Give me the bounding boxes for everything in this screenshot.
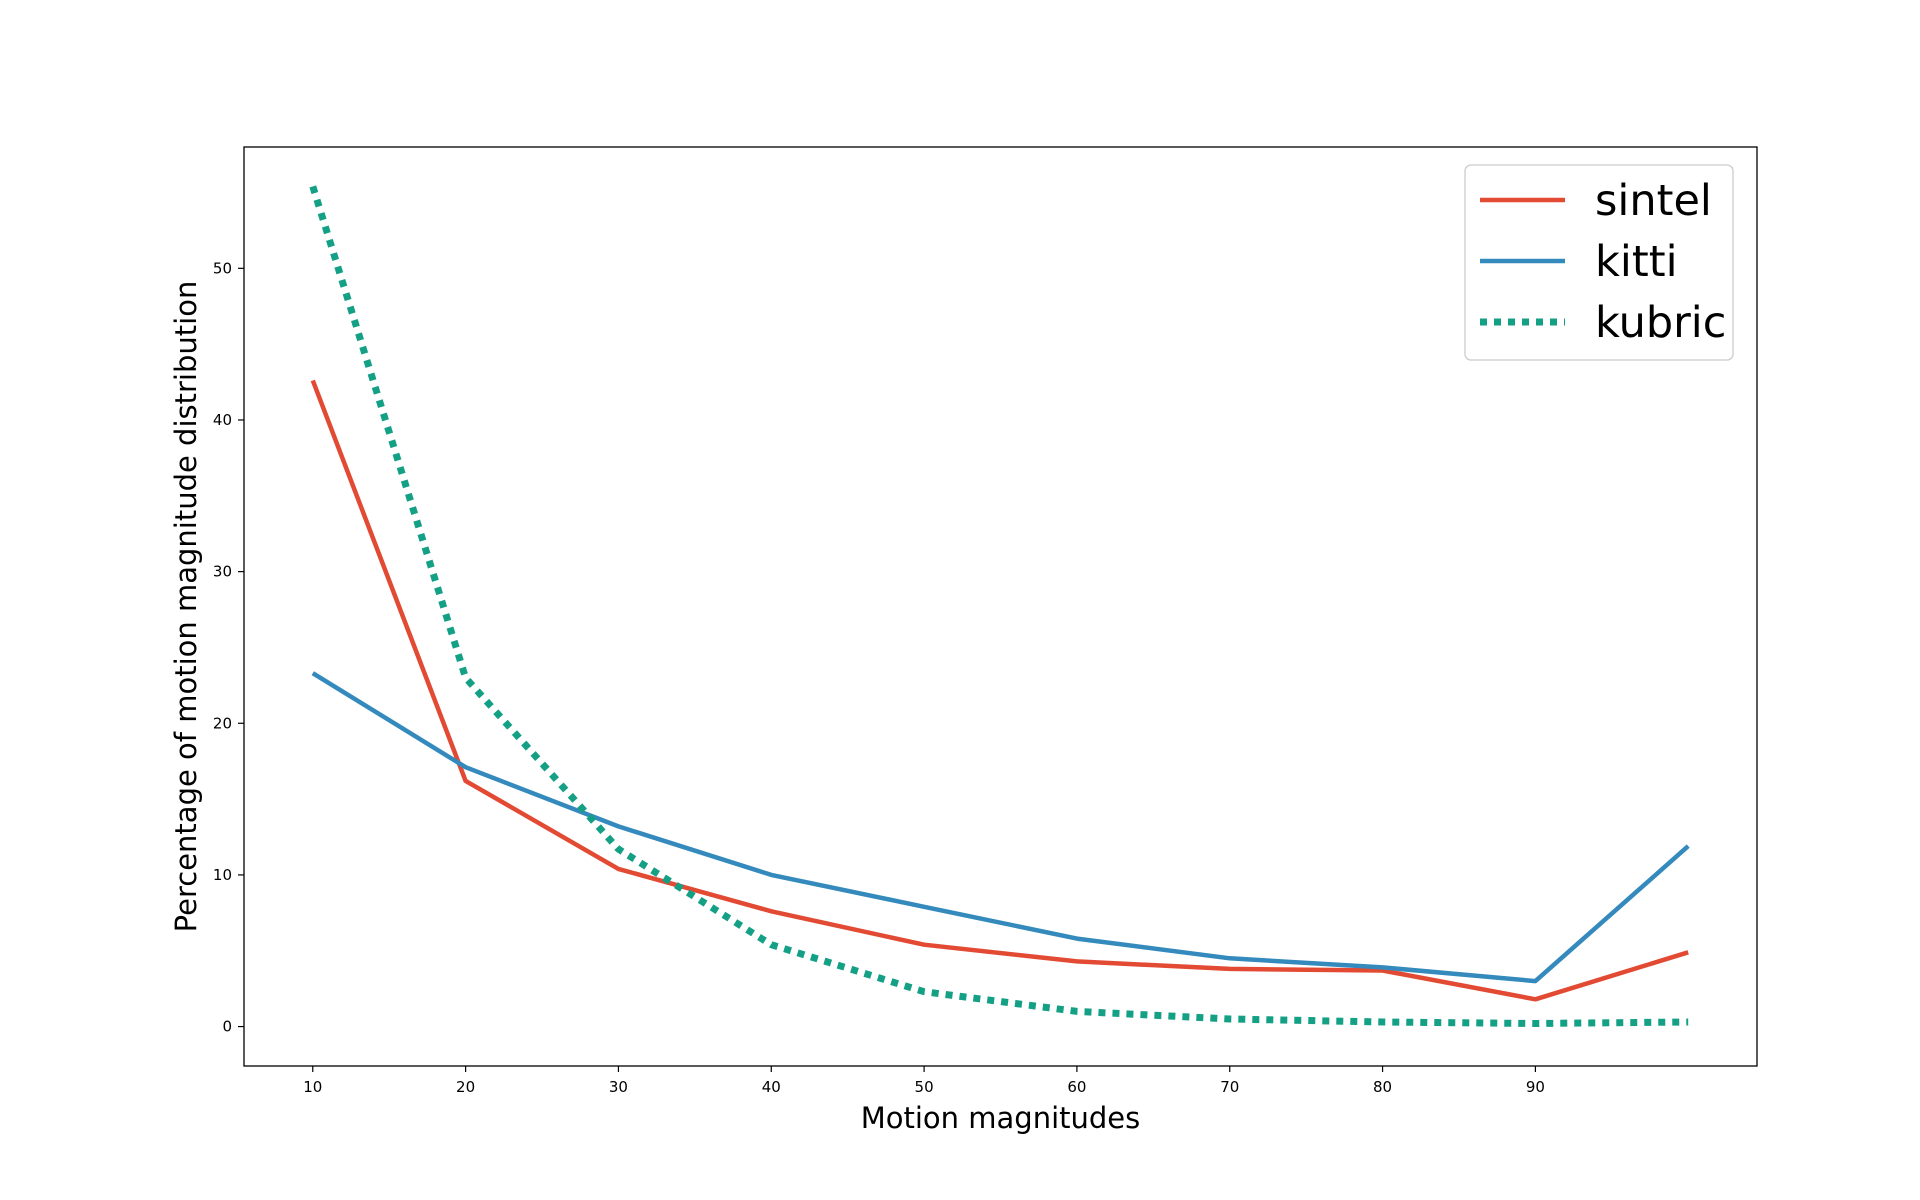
plot-lines [309,185,1690,1028]
x-tick-label: 10 [303,1078,322,1096]
legend: sintel kitti kubric [1464,164,1734,361]
x-tick-label: 70 [1220,1078,1239,1096]
x-tick-label: 50 [915,1078,934,1096]
y-tick-label: 40 [213,411,232,429]
x-tick-label: 80 [1373,1078,1392,1096]
y-tick-label: 30 [213,563,232,581]
legend-box [1464,164,1734,361]
x-tick-label: 60 [1067,1078,1086,1096]
x-tick-label: 30 [609,1078,628,1096]
y-axis: 0 10 20 30 40 50 [213,259,244,1036]
legend-label-kitti: kitti [1595,237,1678,287]
y-tick-label: 20 [213,714,232,732]
x-tick-label: 40 [762,1078,781,1096]
x-tick-label: 90 [1526,1078,1545,1096]
legend-label-sintel: sintel [1595,176,1712,226]
legend-label-kubric: kubric [1595,298,1726,348]
y-tick-label: 10 [213,866,232,884]
plot-frame [243,146,1758,1067]
series-line-kitti [311,671,1690,984]
y-tick-label: 0 [222,1018,232,1036]
y-axis-label: Percentage of motion magnitude distribut… [169,281,203,933]
x-axis: 10 20 30 40 50 60 70 80 90 [303,1066,1545,1096]
y-tick-label: 50 [213,259,232,277]
series-line-sintel [310,379,1689,1002]
x-axis-label: Motion magnitudes [861,1101,1141,1135]
x-tick-label: 20 [456,1078,475,1096]
